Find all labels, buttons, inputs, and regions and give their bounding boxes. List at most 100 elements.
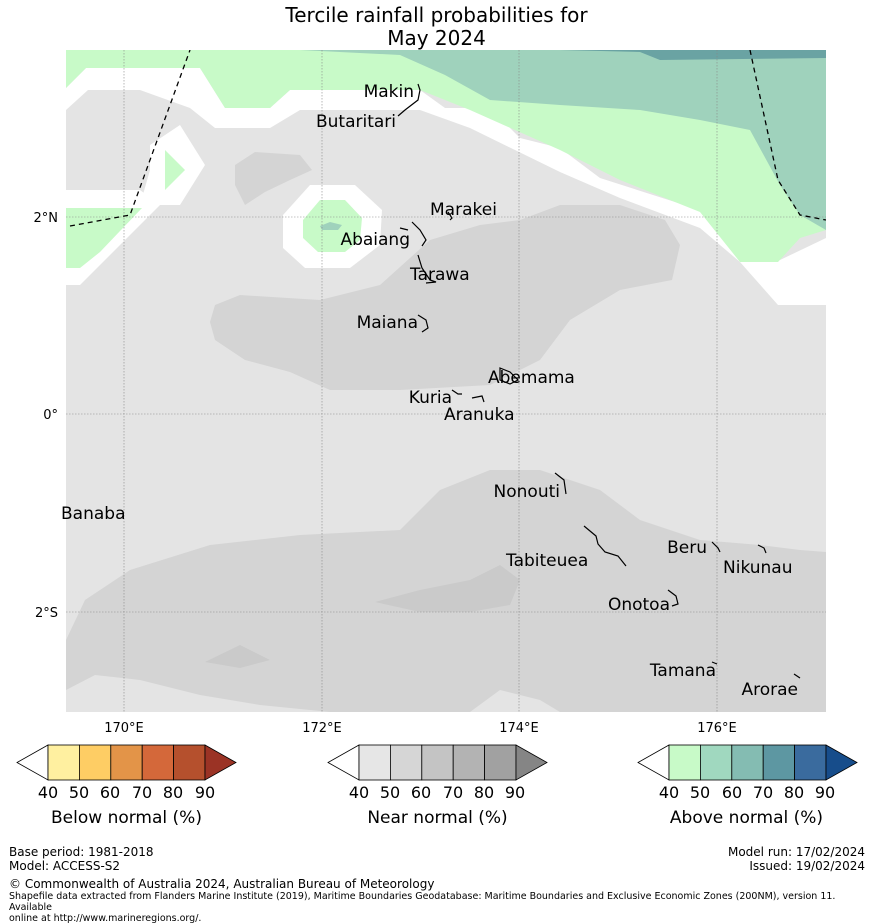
cbar-tick: 90	[504, 783, 526, 802]
near-normal-40-south-patch	[470, 690, 560, 712]
above-cbar-segment	[794, 744, 827, 781]
lat-tick: 0°	[43, 408, 58, 423]
footer-right: Model run: 17/02/2024 Issued: 19/02/2024	[728, 845, 865, 873]
model-run: Model run: 17/02/2024	[727, 845, 865, 859]
above-cbar-max-arrow	[825, 744, 858, 781]
lat-tick: 2°S	[35, 606, 58, 621]
lon-tick: 172°E	[302, 721, 342, 736]
island-label: Abaiang	[340, 230, 410, 250]
above-normal-40-patch	[165, 150, 185, 190]
graticule	[66, 50, 826, 712]
axis-ticks: 170°E 172°E 174°E 176°E 2°N 0° 2°S	[34, 211, 737, 736]
cbar-tick: 50	[689, 783, 711, 802]
cbar-tick: 70	[442, 783, 464, 802]
above-normal-40-west	[66, 208, 142, 268]
island-shapes	[397, 83, 801, 679]
near-normal-streak	[375, 565, 520, 612]
cbar-tick: 60	[410, 783, 432, 802]
map-field	[66, 50, 826, 712]
above-normal-label: Above normal (%)	[669, 808, 824, 828]
island-label: Nikunau	[723, 558, 793, 578]
above-cbar-min-arrow	[637, 744, 670, 781]
near-cbar-segment	[421, 744, 454, 781]
above-normal-ticks: 40 50 60 70 80 90	[0, 783, 873, 803]
near-normal-40-east-patch	[800, 532, 826, 552]
island-label: Onotoa	[608, 595, 670, 615]
below-cbar-segment	[110, 744, 143, 781]
title-line-2: May 2024	[387, 26, 486, 50]
cbar-tick: 40	[348, 783, 370, 802]
colorbars	[16, 744, 858, 781]
cbar-tick: 80	[162, 783, 184, 802]
island-label: Marakei	[430, 200, 497, 220]
white-band-north	[66, 68, 826, 305]
island-label: Tabiteuea	[505, 551, 588, 571]
map-title: Tercile rainfall probabilities for May 2…	[0, 4, 873, 50]
below-normal-label: Below normal (%)	[51, 808, 202, 828]
copyright: © Commonwealth of Australia 2024, Austra…	[9, 877, 435, 891]
island-label: Kuria	[409, 388, 452, 408]
near-cbar-segment	[358, 744, 391, 781]
cbar-tick: 40	[37, 783, 59, 802]
below-cbar-max-arrow	[204, 744, 237, 781]
near-cbar-segment	[389, 744, 423, 781]
cbar-tick: 90	[814, 783, 836, 802]
island-label: Maiana	[357, 313, 418, 333]
cbar-tick: 80	[783, 783, 805, 802]
cbar-tick: 90	[194, 783, 216, 802]
cbar-tick: 50	[379, 783, 401, 802]
island-label: Nonouti	[494, 482, 560, 502]
below-cbar-min-arrow	[16, 744, 49, 781]
near-normal-streak-2	[205, 645, 270, 668]
above-cbar-segment	[668, 744, 701, 781]
cbar-tick: 60	[721, 783, 743, 802]
cbar-tick: 70	[131, 783, 153, 802]
issued-date: Issued: 19/02/2024	[749, 859, 865, 873]
footer-left: Base period: 1981-2018 Model: ACCESS-S2	[9, 845, 154, 873]
island-label: Tarawa	[409, 265, 470, 285]
shapefile-credit-1: Shapefile data extracted from Flanders M…	[9, 891, 836, 913]
above-normal-70-edge	[560, 50, 826, 60]
above-cbar-segment	[700, 744, 733, 781]
lon-tick: 176°E	[697, 721, 737, 736]
island-label: Banaba	[61, 504, 125, 524]
eez-boundary	[69, 50, 826, 227]
island-label: Abemama	[488, 368, 575, 388]
below-cbar-segment	[173, 744, 206, 781]
model-name: Model: ACCESS-S2	[9, 859, 121, 873]
near-normal-ticks: 40 50 60 70 80 90	[0, 783, 873, 803]
cbar-tick: 70	[752, 783, 774, 802]
island-label: Arorae	[741, 680, 798, 700]
above-cbar-segment	[731, 744, 764, 781]
near-cbar-segment	[484, 744, 517, 781]
below-normal-ticks: 40 50 60 70 80 90	[0, 783, 873, 803]
near-cbar-segment	[452, 744, 486, 781]
below-cbar-segment	[47, 744, 80, 781]
island-label: Beru	[667, 538, 707, 558]
above-normal-50-region	[300, 50, 826, 230]
footer-credits: © Commonwealth of Australia 2024, Austra…	[9, 877, 869, 924]
base-period: Base period: 1981-2018	[9, 845, 154, 859]
near-normal-40-south-edge	[66, 675, 330, 712]
cbar-tick: 80	[473, 783, 495, 802]
near-cbar-max-arrow	[515, 744, 548, 781]
cbar-tick: 50	[68, 783, 90, 802]
near-normal-50-region-central	[210, 205, 680, 390]
title-line-1: Tercile rainfall probabilities for	[285, 3, 588, 27]
near-normal-50-patch-north	[235, 152, 312, 205]
lat-tick: 2°N	[34, 211, 59, 226]
island-label: Tamana	[649, 661, 716, 681]
island-label: Makin	[364, 82, 414, 102]
near-cbar-min-arrow	[327, 744, 360, 781]
island-label: Butaritari	[316, 112, 396, 132]
lon-tick: 170°E	[104, 721, 144, 736]
above-normal-50-dot	[320, 222, 342, 230]
island-labels: Makin Butaritari Marakei Abaiang Tarawa …	[61, 82, 798, 700]
lon-tick: 174°E	[499, 721, 539, 736]
cbar-tick: 60	[99, 783, 121, 802]
below-cbar-segment	[79, 744, 112, 781]
cbar-tick: 40	[658, 783, 680, 802]
near-normal-label: Near normal (%)	[367, 808, 508, 828]
island-label: Aranuka	[444, 405, 515, 425]
